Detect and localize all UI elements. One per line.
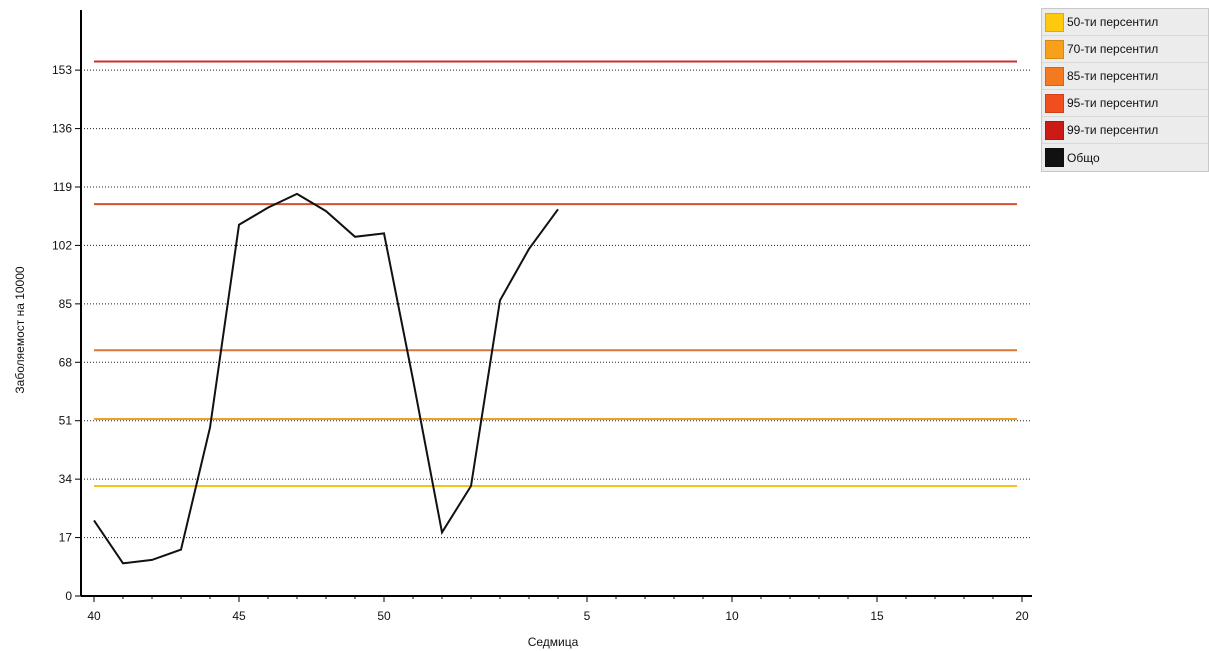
legend-label: Общо <box>1067 150 1100 165</box>
legend-label: 50-ти персентил <box>1067 15 1159 29</box>
percentile-lines <box>94 60 1017 488</box>
legend: 50-ти персентил 70-ти персентил 85-ти перс… <box>1041 8 1209 172</box>
legend-label: 99-ти персентил <box>1067 123 1159 137</box>
legend-item: Общо <box>1042 144 1208 171</box>
x-tick-label: 15 <box>870 609 884 623</box>
legend-swatch <box>1045 148 1064 167</box>
y-axis-title: Заболяемост на 10000 <box>13 266 27 393</box>
y-tick-label: 119 <box>53 180 72 194</box>
y-tick-label: 34 <box>59 472 73 486</box>
axes <box>80 10 1032 597</box>
y-tick-label: 102 <box>52 238 72 252</box>
legend-item: 95-ти персентил <box>1042 90 1208 117</box>
legend-swatch <box>1045 12 1064 32</box>
legend-swatch <box>1045 66 1064 86</box>
y-tick-label: 85 <box>59 297 73 311</box>
x-axis-ticks: 40 45 50 5 10 15 20 <box>87 596 1029 623</box>
y-tick-label: 51 <box>59 414 73 428</box>
y-tick-label: 68 <box>59 355 73 369</box>
y-tick-label: 17 <box>59 531 73 545</box>
legend-item: 70-ти персентил <box>1042 36 1208 63</box>
legend-label: 85-ти персентил <box>1067 69 1159 83</box>
y-tick-label: 153 <box>52 63 72 77</box>
legend-item: 85-ти персентил <box>1042 63 1208 90</box>
series-lines <box>93 192 559 565</box>
y-tick-label: 0 <box>65 589 72 603</box>
legend-label: 95-ти персентил <box>1067 96 1159 110</box>
x-axis-title: Седмица <box>528 635 579 649</box>
legend-item: 50-ти персентил <box>1042 9 1208 36</box>
y-tick-label: 136 <box>52 122 72 136</box>
legend-label: 70-ти персентил <box>1067 42 1159 56</box>
series-line-total <box>93 192 559 565</box>
x-tick-label: 10 <box>725 609 739 623</box>
y-axis-ticks: 0 17 34 51 68 85 102 119 136 153 <box>52 63 81 603</box>
grid-lines <box>81 69 1032 539</box>
x-tick-label: 45 <box>232 609 246 623</box>
x-tick-label: 20 <box>1015 609 1029 623</box>
legend-swatch <box>1045 93 1064 113</box>
legend-item: 99-ти персентил <box>1042 117 1208 144</box>
legend-swatch <box>1045 120 1064 140</box>
x-tick-label: 50 <box>377 609 391 623</box>
legend-swatch <box>1045 39 1064 59</box>
x-tick-label: 40 <box>87 609 101 623</box>
x-tick-label: 5 <box>584 609 591 623</box>
